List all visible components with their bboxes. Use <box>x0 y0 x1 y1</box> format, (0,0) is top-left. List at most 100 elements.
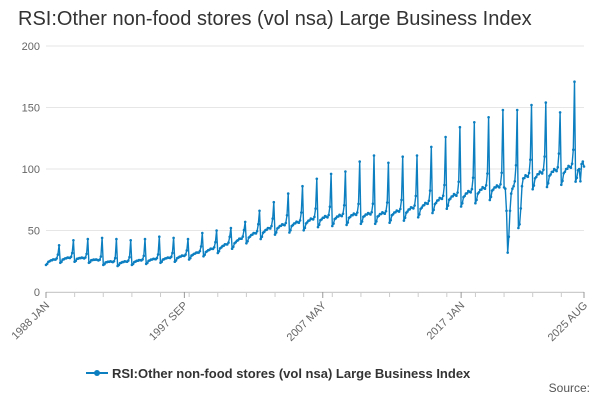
data-point <box>527 171 531 175</box>
data-point <box>418 213 421 216</box>
data-point <box>215 229 218 232</box>
data-point <box>551 170 555 173</box>
data-point <box>357 202 360 206</box>
data-point <box>432 208 436 212</box>
data-point <box>440 197 444 201</box>
x-tick-label-0: 1988 JAN <box>9 300 52 343</box>
data-point <box>471 176 475 179</box>
data-point <box>358 160 362 163</box>
data-point <box>331 224 334 228</box>
data-point <box>60 260 63 264</box>
data-point <box>258 209 261 213</box>
data-point <box>506 251 510 254</box>
data-point <box>313 215 316 219</box>
data-point <box>301 184 304 188</box>
data-point <box>535 175 538 179</box>
data-point <box>383 212 387 215</box>
data-point <box>518 223 521 226</box>
data-point <box>127 259 130 262</box>
data-point <box>529 158 532 161</box>
data-point <box>574 180 577 183</box>
data-point <box>230 247 234 250</box>
data-point <box>501 108 505 112</box>
data-point <box>458 125 462 129</box>
chart-title: RSI:Other non-food stores (vol nsa) Larg… <box>18 8 532 30</box>
data-point <box>57 244 61 247</box>
data-point <box>388 221 391 224</box>
data-point <box>511 187 514 190</box>
data-point <box>488 198 492 202</box>
data-point <box>146 261 149 265</box>
data-point <box>575 176 579 180</box>
y-axis-tick-labels: 0 50 100 150 200 <box>22 41 40 299</box>
data-point <box>283 223 286 227</box>
data-point <box>257 222 260 226</box>
data-point <box>259 237 263 241</box>
data-point <box>531 187 534 191</box>
data-point <box>387 161 390 165</box>
data-point <box>341 212 345 216</box>
data-point <box>413 204 416 207</box>
data-point <box>203 253 206 257</box>
data-point <box>329 172 333 176</box>
data-point <box>507 235 511 238</box>
data-point <box>56 253 60 256</box>
data-point <box>143 237 147 241</box>
data-point <box>494 186 498 189</box>
data-point <box>129 239 132 242</box>
legend-marker-dot <box>94 370 100 376</box>
data-point <box>400 198 403 202</box>
data-point <box>477 191 481 194</box>
data-point <box>284 221 288 225</box>
data-point <box>302 229 306 232</box>
data-point <box>340 214 344 218</box>
data-point <box>345 223 348 227</box>
data-point <box>228 235 231 239</box>
y-tick-label-50: 50 <box>28 226 40 238</box>
data-point <box>271 217 275 220</box>
data-point <box>300 211 303 214</box>
data-point <box>232 245 235 249</box>
data-point <box>217 250 221 253</box>
data-point <box>489 195 493 199</box>
data-point <box>199 245 203 248</box>
data-point <box>512 184 515 188</box>
data-point <box>475 198 478 202</box>
data-point <box>201 231 204 235</box>
x-tick-label-3: 2017 JAN <box>425 300 468 343</box>
data-point <box>519 207 523 210</box>
data-point <box>303 226 307 230</box>
data-point <box>457 180 461 183</box>
data-point <box>184 253 187 256</box>
data-point <box>441 194 445 197</box>
data-point <box>463 194 467 198</box>
data-point <box>100 236 104 240</box>
data-point <box>156 253 160 256</box>
data-point <box>500 171 504 175</box>
legend-marker <box>86 370 108 376</box>
data-point <box>170 255 173 259</box>
data-point <box>285 214 289 217</box>
x-tick-label-4: 2025 AUG <box>546 300 590 344</box>
legend-series-name: RSI:Other non-food stores (vol nsa) Larg… <box>112 365 471 381</box>
data-point <box>242 228 246 232</box>
y-tick-label-150: 150 <box>22 103 40 115</box>
data-point <box>344 170 347 173</box>
data-point <box>115 237 118 241</box>
data-point <box>185 249 189 252</box>
data-point <box>317 223 321 226</box>
data-point <box>369 213 372 216</box>
data-point <box>128 255 131 259</box>
data-point <box>85 252 88 256</box>
data-point <box>158 235 161 238</box>
data-point <box>484 184 488 187</box>
data-point <box>70 251 74 255</box>
data-point <box>532 184 536 187</box>
data-point <box>420 206 424 209</box>
x-axis: 1988 JAN 1997 SEP 2007 MAY 2017 JAN 2025 AUG <box>9 292 590 344</box>
data-point <box>492 188 495 191</box>
data-point <box>437 198 440 202</box>
data-point <box>254 232 258 235</box>
legend: RSI:Other non-food stores (vol nsa) Larg… <box>86 364 470 382</box>
